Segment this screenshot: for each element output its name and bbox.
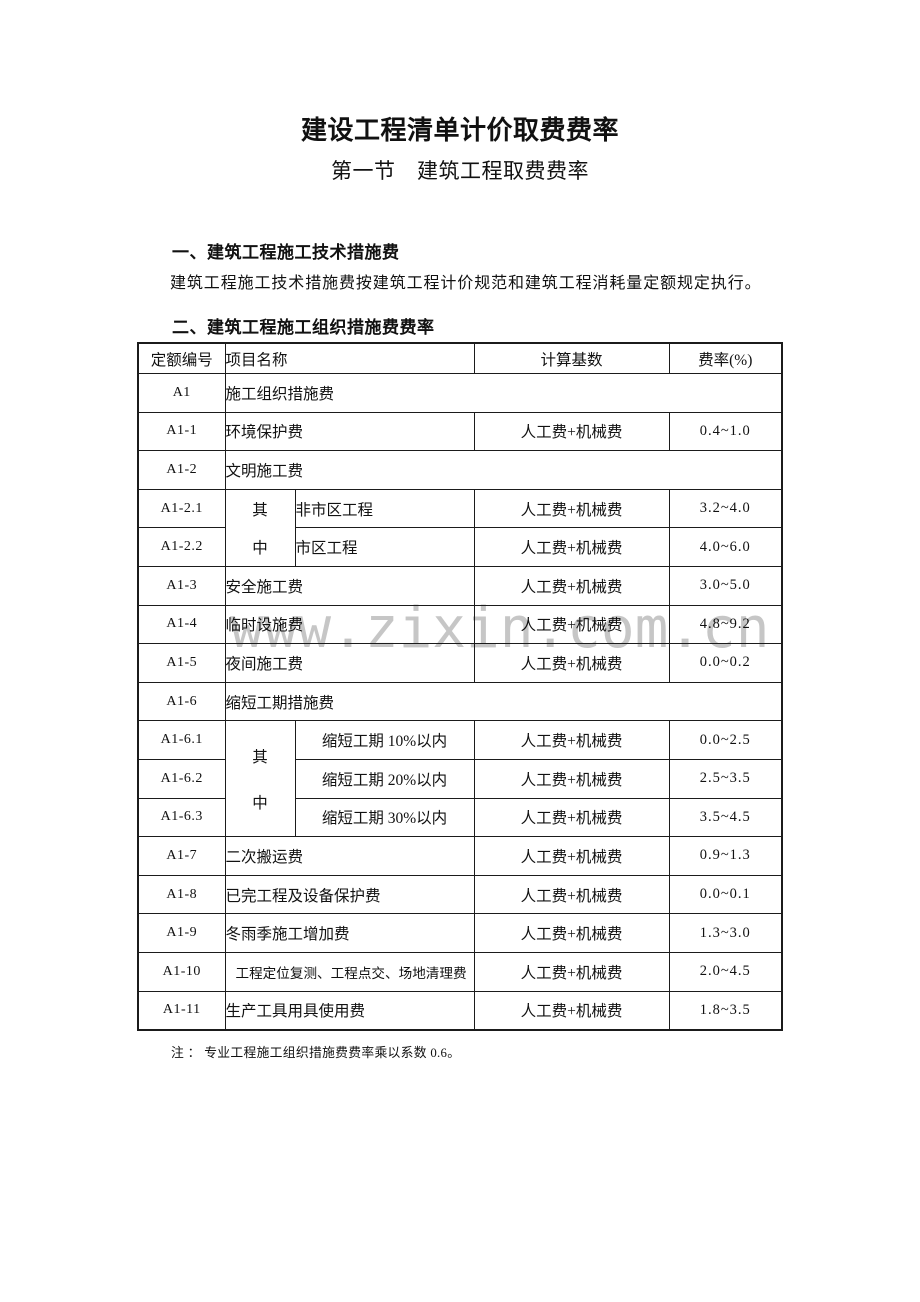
group-char-top: 其 — [252, 501, 268, 519]
sub-item-name: 缩短工期 10%以内 — [294, 720, 475, 760]
sub-item-name: 缩短工期 30%以内 — [294, 797, 475, 838]
quota-code: A1-10 — [137, 951, 226, 992]
item-name: 文明施工费 — [224, 450, 783, 490]
group-label-qizhong: 其 中 — [224, 488, 296, 567]
item-name: 已完工程及设备保护费 — [224, 874, 475, 915]
paragraph-technical-measures: 建筑工程施工技术措施费按建筑工程计价规范和建筑工程消耗量定额规定执行。 — [170, 275, 762, 292]
section-subtitle: 第一节 建筑工程取费费率 — [331, 159, 589, 183]
table-row: A1-10 工程定位复测、工程点交、场地清理费 人工费+机械费 2.0~4.5 — [137, 951, 783, 992]
calc-base: 人工费+机械费 — [473, 913, 670, 953]
calc-base: 人工费+机械费 — [473, 643, 670, 683]
quota-code: A1-2.1 — [137, 488, 226, 529]
table-row: A1 施工组织措施费 — [137, 373, 783, 413]
calc-base: 人工费+机械费 — [473, 720, 670, 760]
table-row: A1-7 二次搬运费 人工费+机械费 0.9~1.3 — [137, 836, 783, 876]
calc-base: 人工费+机械费 — [473, 604, 670, 645]
header-item-name: 项目名称 — [224, 342, 475, 374]
quota-code: A1-11 — [137, 990, 226, 1031]
rate-value: 4.8~9.2 — [668, 604, 783, 645]
header-rate-percent: 费率(%) — [668, 342, 783, 374]
quota-code: A1-1 — [137, 411, 226, 452]
item-name: 临时设施费 — [224, 604, 475, 645]
heading-technical-measures-fee: 一、建筑工程施工技术措施费 — [172, 243, 400, 263]
table-header-row: 定额编号 项目名称 计算基数 费率(%) — [137, 342, 783, 374]
quota-code: A1-2 — [137, 450, 226, 490]
quota-code: A1-6.3 — [137, 797, 226, 838]
sub-item-name: 非市区工程 — [294, 488, 475, 529]
item-name: 施工组织措施费 — [224, 373, 783, 413]
header-calc-base: 计算基数 — [473, 342, 670, 374]
quota-code: A1-3 — [137, 565, 226, 606]
group-char-bottom: 中 — [252, 539, 268, 557]
fee-rate-table: 定额编号 项目名称 计算基数 费率(%) A1 施工组织措施费 A1-1 环境保… — [137, 342, 784, 1032]
table-row: A1-11 生产工具用具使用费 人工费+机械费 1.8~3.5 — [137, 990, 783, 1031]
calc-base: 人工费+机械费 — [473, 797, 670, 838]
quota-code: A1-4 — [137, 604, 226, 645]
quota-code: A1-6.1 — [137, 720, 226, 760]
footnote: 注 ： 专业工程施工组织措施费费率乘以系数 0.6。 — [171, 1046, 461, 1060]
rate-value: 2.0~4.5 — [668, 951, 783, 992]
quota-code: A1-5 — [137, 643, 226, 683]
item-name: 工程定位复测、工程点交、场地清理费 — [224, 951, 475, 992]
group-char-top: 其 — [252, 748, 268, 766]
calc-base: 人工费+机械费 — [473, 990, 670, 1031]
rate-value: 0.9~1.3 — [668, 836, 783, 876]
item-name: 缩短工期措施费 — [224, 681, 783, 722]
table-row: A1-1 环境保护费 人工费+机械费 0.4~1.0 — [137, 411, 783, 452]
table-row: A1-5 夜间施工费 人工费+机械费 0.0~0.2 — [137, 643, 783, 683]
quota-code: A1-2.2 — [137, 527, 226, 567]
table-row: A1-6 缩短工期措施费 — [137, 681, 783, 722]
header-quota-code: 定额编号 — [137, 342, 226, 374]
item-name: 安全施工费 — [224, 565, 475, 606]
quota-code: A1 — [137, 373, 226, 413]
heading-organizational-measures-fee-rate: 二、建筑工程施工组织措施费费率 — [172, 318, 435, 338]
table-row: A1-3 安全施工费 人工费+机械费 3.0~5.0 — [137, 565, 783, 606]
table-row: A1-6.3 缩短工期 30%以内 人工费+机械费 3.5~4.5 — [137, 797, 783, 838]
document-title: 建设工程清单计价取费费率 — [300, 116, 619, 146]
calc-base: 人工费+机械费 — [473, 488, 670, 529]
quota-code: A1-8 — [137, 874, 226, 915]
item-name: 夜间施工费 — [224, 643, 475, 683]
rate-value: 3.2~4.0 — [668, 488, 783, 529]
quota-code: A1-7 — [137, 836, 226, 876]
rate-value: 0.0~0.2 — [668, 643, 783, 683]
quota-code: A1-6.2 — [137, 758, 226, 799]
group-char-bottom: 中 — [252, 794, 268, 812]
quota-code: A1-9 — [137, 913, 226, 953]
table-row: A1-8 已完工程及设备保护费 人工费+机械费 0.0~0.1 — [137, 874, 783, 915]
table-row: A1-2 文明施工费 — [137, 450, 783, 490]
rate-value: 0.0~0.1 — [668, 874, 783, 915]
table-row: A1-9 冬雨季施工增加费 人工费+机械费 1.3~3.0 — [137, 913, 783, 953]
rate-value: 0.0~2.5 — [668, 720, 783, 760]
item-name: 冬雨季施工增加费 — [224, 913, 475, 953]
item-name: 生产工具用具使用费 — [224, 990, 475, 1031]
calc-base: 人工费+机械费 — [473, 411, 670, 452]
table-row: A1-6.1 其 中 缩短工期 10%以内 人工费+机械费 0.0~2.5 — [137, 720, 783, 838]
calc-base: 人工费+机械费 — [473, 527, 670, 567]
item-name: 二次搬运费 — [224, 836, 475, 876]
quota-code: A1-6 — [137, 681, 226, 722]
rate-value: 0.4~1.0 — [668, 411, 783, 452]
rate-value: 4.0~6.0 — [668, 527, 783, 567]
calc-base: 人工费+机械费 — [473, 836, 670, 876]
table-row: A1-2.2 市区工程 人工费+机械费 4.0~6.0 — [137, 527, 783, 567]
sub-item-name: 市区工程 — [294, 527, 475, 567]
rate-value: 3.5~4.5 — [668, 797, 783, 838]
sub-item-name: 缩短工期 20%以内 — [294, 758, 475, 799]
calc-base: 人工费+机械费 — [473, 758, 670, 799]
rate-value: 3.0~5.0 — [668, 565, 783, 606]
table-row: A1-4 临时设施费 人工费+机械费 4.8~9.2 — [137, 604, 783, 645]
rate-value: 1.3~3.0 — [668, 913, 783, 953]
table-row: A1-2.1 其 中 非市区工程 人工费+机械费 3.2~4.0 — [137, 488, 783, 567]
calc-base: 人工费+机械费 — [473, 951, 670, 992]
rate-value: 2.5~3.5 — [668, 758, 783, 799]
item-name: 环境保护费 — [224, 411, 475, 452]
calc-base: 人工费+机械费 — [473, 874, 670, 915]
rate-value: 1.8~3.5 — [668, 990, 783, 1031]
calc-base: 人工费+机械费 — [473, 565, 670, 606]
table-row: A1-6.2 缩短工期 20%以内 人工费+机械费 2.5~3.5 — [137, 758, 783, 799]
group-label-qizhong: 其 中 — [224, 720, 296, 838]
